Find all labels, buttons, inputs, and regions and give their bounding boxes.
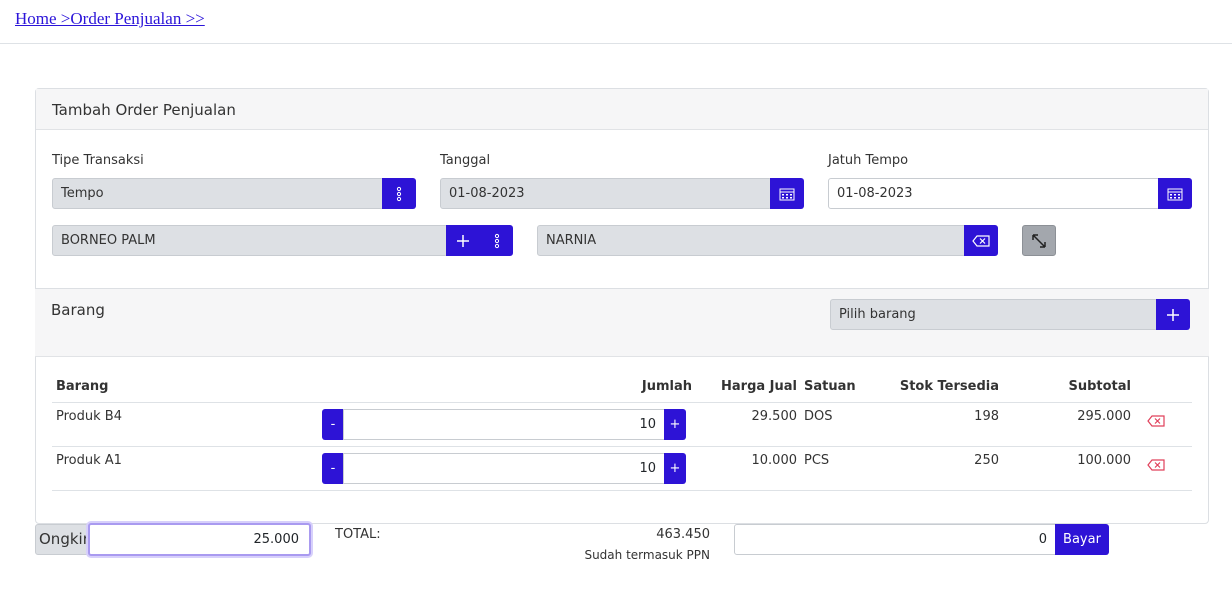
jatuh-tempo-field[interactable]: 01-08-2023 (828, 178, 1160, 209)
qty-input[interactable]: 10 (343, 409, 665, 440)
total-value: 463.450 (656, 527, 710, 542)
add-barang-button[interactable] (1156, 299, 1190, 330)
vertical-dots-icon (396, 186, 402, 201)
row-satuan: DOS (804, 409, 833, 424)
bayar-button[interactable]: Bayar (1055, 524, 1109, 555)
row-subtotal: 295.000 (1077, 409, 1131, 424)
pilih-barang-field[interactable]: Pilih barang (830, 299, 1158, 330)
calendar-icon (1167, 188, 1183, 200)
barang-section-header: Barang Pilih barang (35, 288, 1209, 357)
page-title: Tambah Order Penjualan (52, 101, 236, 119)
row-harga-jual: 29.500 (751, 409, 798, 424)
plus-icon (457, 234, 469, 247)
row-barang: Produk B4 (56, 409, 122, 424)
tanggal-field[interactable]: 01-08-2023 (440, 178, 772, 209)
clear-sales-button[interactable] (964, 225, 998, 256)
add-customer-button[interactable] (446, 225, 480, 256)
row-subtotal: 100.000 (1077, 453, 1131, 468)
tanggal-calendar-button[interactable] (770, 178, 804, 209)
expand-button[interactable] (1022, 225, 1056, 256)
col-header-harga-jual: Harga Jual (721, 379, 797, 394)
col-header-stok: Stok Tersedia (899, 379, 999, 394)
order-form-card: Tambah Order Penjualan Tipe Transaksi Ta… (35, 88, 1209, 524)
col-header-satuan: Satuan (804, 379, 856, 394)
expand-arrows-icon (1032, 233, 1046, 248)
ongkir-input[interactable]: 25.000 (88, 523, 311, 556)
qty-increment-button[interactable]: + (664, 453, 686, 484)
jatuh-tempo-calendar-button[interactable] (1158, 178, 1192, 209)
ongkir-label: Ongkir (35, 524, 89, 555)
table-divider (52, 402, 1192, 403)
col-header-subtotal: Subtotal (1068, 379, 1131, 394)
jatuh-tempo-label: Jatuh Tempo (828, 153, 909, 168)
qty-increment-button[interactable]: + (664, 409, 686, 440)
tipe-transaksi-field[interactable]: Tempo (52, 178, 384, 209)
plus-icon (1167, 308, 1179, 321)
col-header-barang: Barang (56, 379, 109, 394)
barang-section-title: Barang (51, 301, 105, 319)
col-header-jumlah: Jumlah (641, 379, 692, 394)
tipe-transaksi-label: Tipe Transaksi (52, 153, 144, 168)
ppn-note: Sudah termasuk PPN (584, 548, 710, 562)
qty-decrement-button[interactable]: - (322, 453, 344, 484)
breadcrumb[interactable]: Home >Order Penjualan >> (15, 9, 205, 28)
bayar-input[interactable]: 0 (734, 524, 1056, 555)
row-harga-jual: 10.000 (751, 453, 798, 468)
table-divider (52, 446, 1192, 447)
vertical-dots-icon (494, 233, 499, 248)
row-barang: Produk A1 (56, 453, 122, 468)
calendar-icon (779, 188, 795, 200)
customer-field[interactable]: BORNEO PALM (52, 225, 448, 256)
delete-row-icon[interactable] (1147, 459, 1165, 471)
table-divider (52, 490, 1192, 491)
customer-menu-button[interactable] (480, 225, 513, 256)
row-satuan: PCS (804, 453, 830, 468)
delete-row-icon[interactable] (1147, 415, 1165, 427)
backspace-icon (972, 234, 990, 247)
row-stok: 198 (974, 409, 999, 424)
tanggal-label: Tanggal (440, 153, 491, 168)
row-stok: 250 (974, 453, 999, 468)
qty-decrement-button[interactable]: - (322, 409, 344, 440)
tipe-transaksi-menu-button[interactable] (382, 178, 416, 209)
top-bar: Home >Order Penjualan >> (0, 0, 1232, 44)
total-label: TOTAL: (335, 527, 381, 542)
sales-field[interactable]: NARNIA (537, 225, 967, 256)
qty-input[interactable]: 10 (343, 453, 665, 484)
card-header: Tambah Order Penjualan (36, 89, 1208, 130)
